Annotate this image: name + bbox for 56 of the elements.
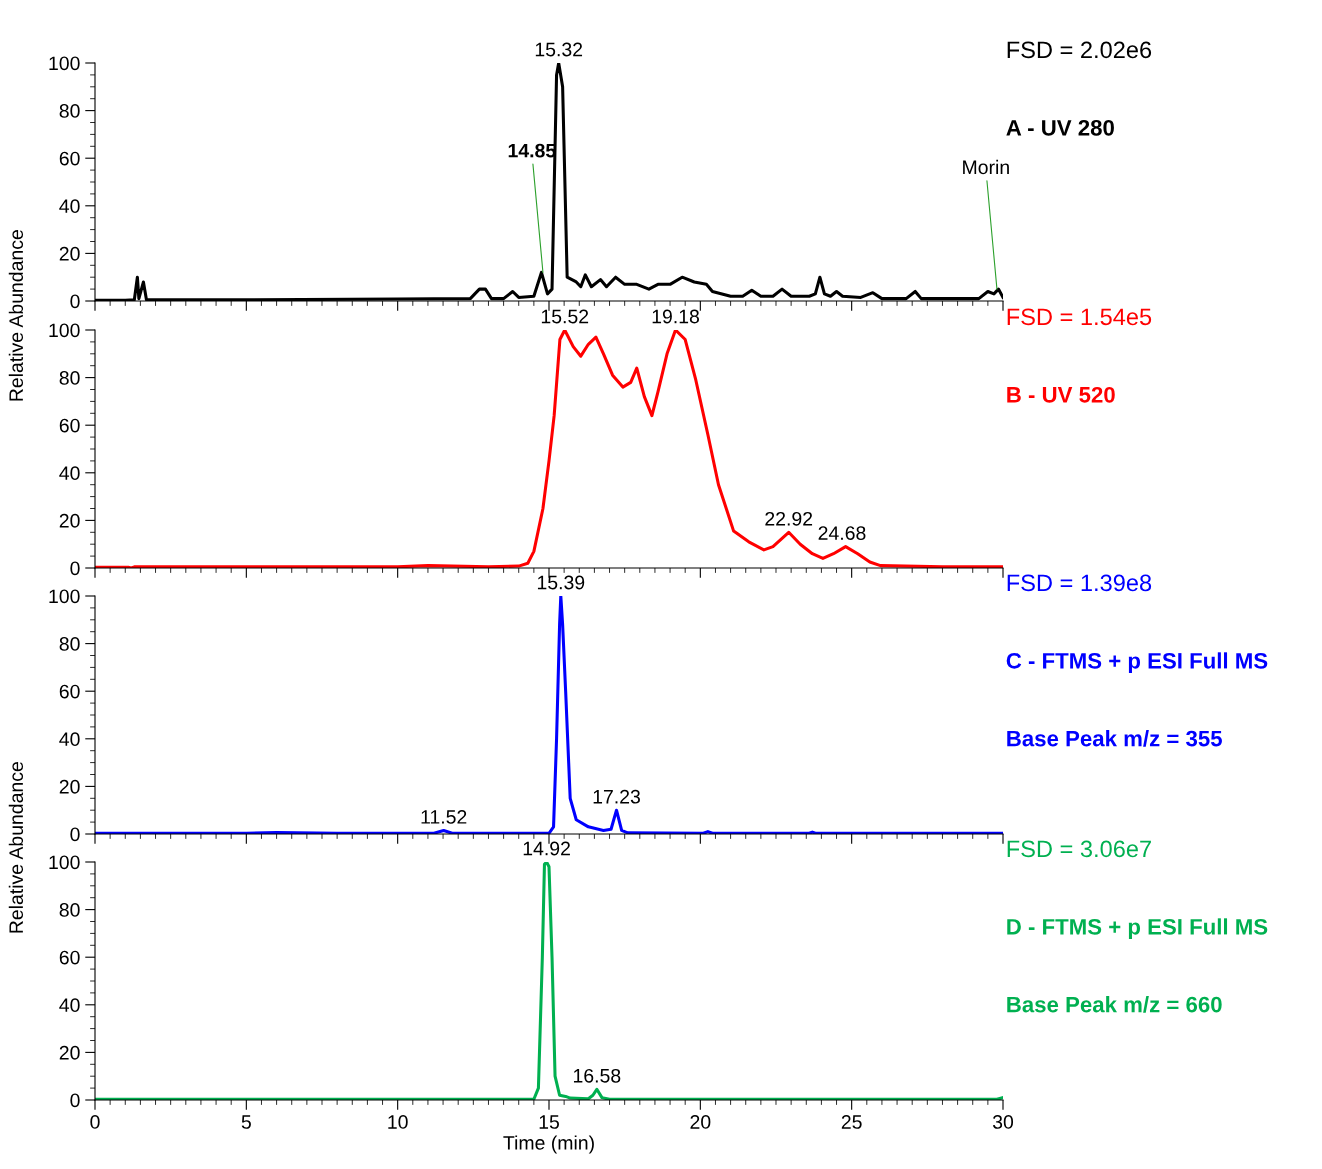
text: FSD = 3.06e7 [1007,840,1151,858]
x-tick-label: 0 [90,1115,100,1129]
annotation: 15.32 [535,42,583,57]
y-tick-label: 80 [59,371,80,385]
y-tick-label: 100 [49,56,80,71]
y-tick-label: 40 [59,732,80,747]
x-tick-label: 10 [388,1115,408,1129]
x-tick-label: 30 [992,1115,1014,1129]
annotation: 22.92 [765,511,813,526]
y-tick-label: 20 [59,1045,80,1060]
annotation: 15.52 [541,309,589,324]
y-axis-title: Relative Abundance [8,762,24,933]
y-tick-label: 60 [59,684,80,699]
annotation: Morin [963,159,1009,175]
y-tick-label: 100 [49,855,80,870]
text: FSD = 2.02e6 [1007,41,1152,59]
y-tick-label: 60 [59,950,80,965]
y-tick-label: 0 [70,827,80,842]
annotation: 19.18 [652,309,699,324]
x-tick-label: 5 [241,1115,251,1129]
y-axis-title: Relative Abundance [8,230,24,401]
annotation: 14.85 [508,143,556,158]
y-tick-label: 100 [49,589,80,604]
y-tick-label: 80 [59,903,80,917]
annotation: 24.68 [818,526,866,540]
annotation: 15.39 [537,575,585,590]
y-tick-label: 100 [49,323,80,338]
x-axis-title: Time (min) [503,1135,594,1154]
text: FSD = 1.54e5 [1007,308,1152,326]
x-tick-label: 20 [690,1115,711,1129]
y-tick-label: 60 [59,418,80,433]
y-tick-label: 80 [59,104,80,118]
y-tick-label: 0 [70,561,80,576]
y-tick-label: 20 [59,513,80,528]
text: FSD = 1.39e8 [1007,574,1152,592]
annotation: 14.92 [523,841,570,856]
text: C - FTMS + p ESI Full MS [1006,652,1268,674]
y-tick-label: 20 [59,246,80,261]
x-tick-label: 15 [539,1115,559,1129]
y-tick-label: 40 [59,998,80,1013]
y-tick-label: 20 [59,779,80,794]
y-tick-label: 60 [59,151,80,166]
y-tick-label: 40 [59,199,80,214]
text: Base Peak m/z = 660 [1007,996,1222,1013]
annotation: 11.52 [421,810,467,824]
annotation: 17.23 [593,789,640,804]
y-tick-label: 80 [59,637,80,651]
x-tick-label: 25 [841,1115,862,1129]
text: Base Peak m/z = 355 [1007,730,1222,747]
annotation: 16.58 [573,1068,621,1083]
text: D - FTMS + p ESI Full MS [1007,918,1268,940]
y-tick-label: 0 [70,294,80,309]
text: A - UV 280 [1006,119,1114,136]
y-tick-label: 40 [59,466,80,481]
text: B - UV 520 [1007,386,1115,403]
y-tick-label: 0 [70,1093,80,1108]
